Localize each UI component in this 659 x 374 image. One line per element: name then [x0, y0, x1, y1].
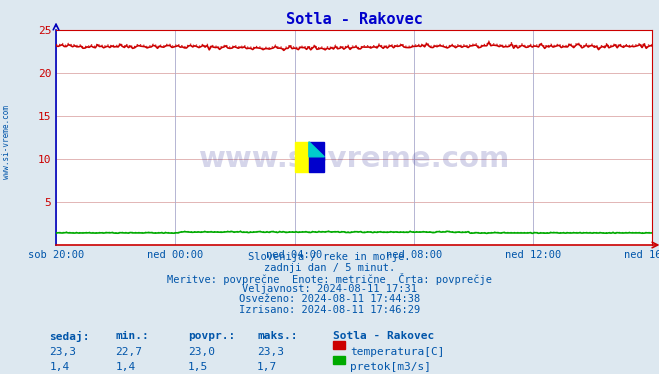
Text: temperatura[C]: temperatura[C] [350, 347, 444, 357]
Text: 23,0: 23,0 [188, 347, 215, 357]
Text: min.:: min.: [115, 331, 149, 341]
Text: maks.:: maks.: [257, 331, 297, 341]
Text: Osveženo: 2024-08-11 17:44:38: Osveženo: 2024-08-11 17:44:38 [239, 294, 420, 304]
Text: Veljavnost: 2024-08-11 17:31: Veljavnost: 2024-08-11 17:31 [242, 284, 417, 294]
Text: 23,3: 23,3 [49, 347, 76, 357]
Text: www.si-vreme.com: www.si-vreme.com [2, 105, 11, 179]
Polygon shape [309, 142, 324, 157]
Text: 1,4: 1,4 [49, 362, 70, 372]
Text: Meritve: povprečne  Enote: metrične  Črta: povprečje: Meritve: povprečne Enote: metrične Črta:… [167, 273, 492, 285]
Text: 23,3: 23,3 [257, 347, 284, 357]
Text: zadnji dan / 5 minut.: zadnji dan / 5 minut. [264, 263, 395, 273]
Text: 1,7: 1,7 [257, 362, 277, 372]
Bar [295, 142, 309, 172]
Text: sedaj:: sedaj: [49, 331, 90, 342]
Text: pretok[m3/s]: pretok[m3/s] [350, 362, 431, 372]
Text: povpr.:: povpr.: [188, 331, 235, 341]
Title: Sotla - Rakovec: Sotla - Rakovec [286, 12, 422, 27]
Text: www.si-vreme.com: www.si-vreme.com [198, 145, 510, 173]
Text: 1,5: 1,5 [188, 362, 208, 372]
Text: Izrisano: 2024-08-11 17:46:29: Izrisano: 2024-08-11 17:46:29 [239, 305, 420, 315]
Text: 1,4: 1,4 [115, 362, 136, 372]
Text: Slovenija / reke in morje.: Slovenija / reke in morje. [248, 252, 411, 263]
Bar [309, 142, 324, 172]
Text: Sotla - Rakovec: Sotla - Rakovec [333, 331, 434, 341]
Text: 22,7: 22,7 [115, 347, 142, 357]
